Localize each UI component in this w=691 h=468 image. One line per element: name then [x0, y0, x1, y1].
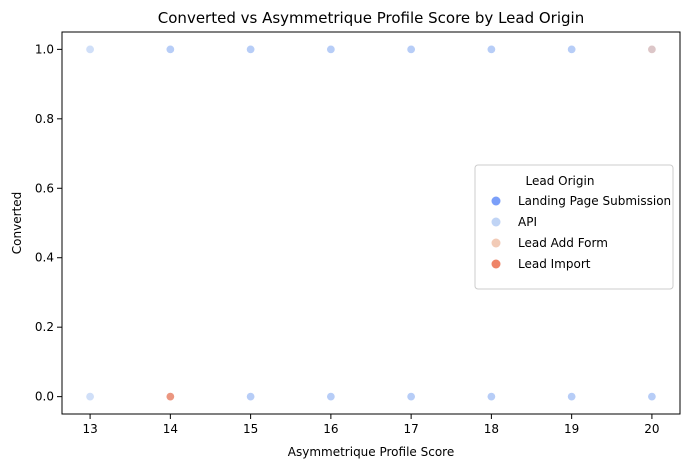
point-series-1-7: [85, 392, 95, 402]
legend-label: Landing Page Submission: [518, 194, 671, 208]
point-series-3-0: [165, 392, 175, 402]
legend-label: Lead Import: [518, 257, 591, 271]
y-tick-label: 0.6: [35, 181, 54, 195]
y-tick-label: 1.0: [35, 42, 54, 56]
x-tick-label: 14: [163, 422, 178, 436]
x-tick-label: 17: [403, 422, 418, 436]
legend-frame: [474, 164, 674, 290]
x-tick-label: 18: [484, 422, 499, 436]
point-series-1-3: [326, 44, 336, 54]
x-axis-ticks: 13 14 15 16 17 18 19 20: [82, 414, 660, 436]
point-series-1-10: [326, 392, 336, 402]
point-series-1-13: [567, 392, 577, 402]
point-series-1-11: [406, 392, 416, 402]
x-axis-label: Asymmetrique Profile Score: [288, 445, 454, 459]
point-series-1-6: [567, 44, 577, 54]
legend-marker: [491, 259, 501, 269]
legend-marker: [491, 196, 501, 206]
point-series-2-0: [647, 44, 657, 54]
point-series-1-1: [165, 44, 175, 54]
y-tick-label: 0.2: [35, 320, 54, 334]
plot-points: [85, 44, 657, 402]
point-series-1-12: [486, 392, 496, 402]
chart-title: Converted vs Asymmetrique Profile Score …: [158, 9, 584, 27]
plot-frame: [61, 31, 681, 415]
y-axis-label: Converted: [10, 192, 24, 254]
point-series-1-9: [246, 392, 256, 402]
point-series-1-4: [406, 44, 416, 54]
legend-title: Lead Origin: [526, 174, 595, 188]
y-tick-label: 0.4: [35, 251, 54, 265]
y-axis-ticks: 0.0 0.2 0.4 0.6 0.8 1.0: [35, 42, 62, 404]
y-tick-label: 0.0: [35, 390, 54, 404]
y-tick-label: 0.8: [35, 112, 54, 126]
legend-marker: [491, 238, 501, 248]
point-series-1-14: [647, 392, 657, 402]
point-series-1-0: [85, 44, 95, 54]
x-tick-label: 19: [564, 422, 579, 436]
legend-label: Lead Add Form: [518, 236, 608, 250]
legend-label: API: [518, 215, 537, 229]
x-tick-label: 20: [644, 422, 659, 436]
legend: Lead Origin Landing Page Submission API Le…: [474, 164, 674, 290]
point-series-1-5: [486, 44, 496, 54]
point-series-1-2: [246, 44, 256, 54]
x-tick-label: 16: [323, 422, 338, 436]
x-tick-label: 15: [243, 422, 258, 436]
legend-marker: [491, 217, 501, 227]
x-tick-label: 13: [82, 422, 97, 436]
